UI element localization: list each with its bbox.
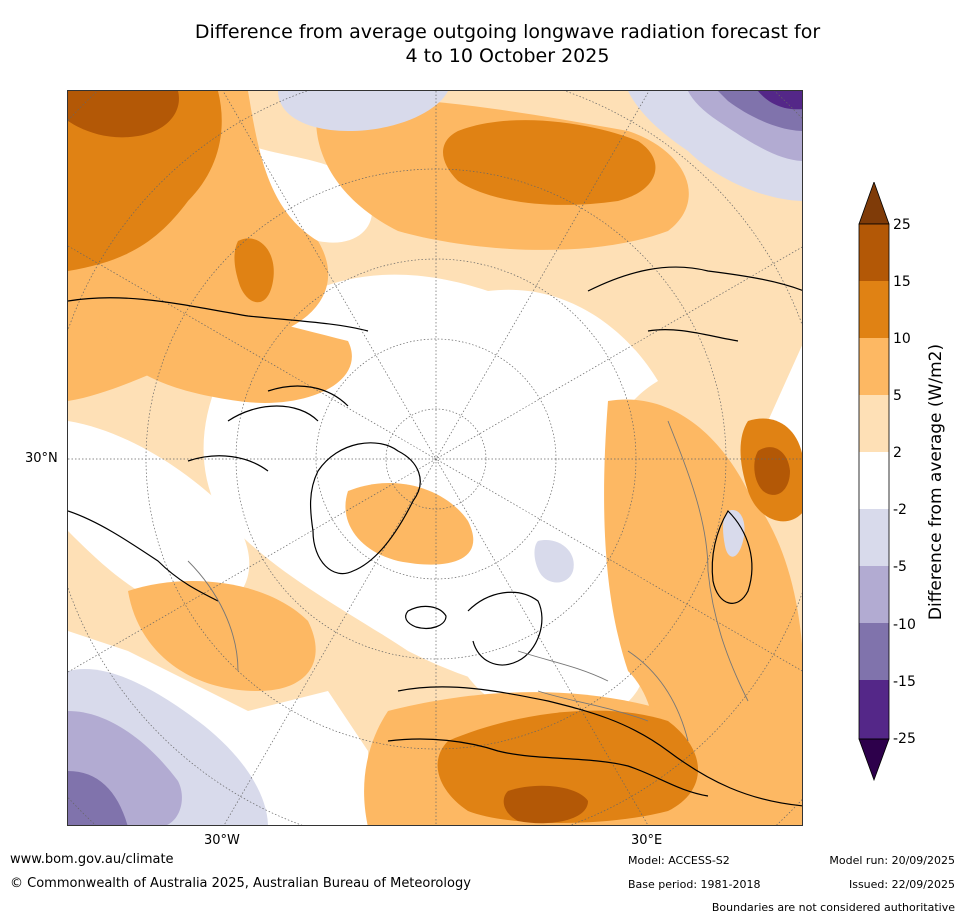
colorbar-tick: 2 <box>893 445 902 461</box>
colorbar-band-m15-m25 <box>859 680 889 739</box>
anomaly-fields <box>68 91 802 825</box>
coastline-asia <box>587 266 802 342</box>
colorbar-tick: 15 <box>893 274 911 290</box>
colorbar-tick: -2 <box>893 502 907 518</box>
coastline-europe <box>397 686 802 807</box>
colorbar-band-10-15 <box>859 281 889 338</box>
colorbar-tick: -10 <box>893 617 916 633</box>
colorbar-band-m5-m10 <box>859 566 889 623</box>
map-svg <box>68 91 802 825</box>
borders <box>187 420 749 742</box>
lat-label-30n: 30°N <box>25 451 58 466</box>
field-m2_m5-europe <box>534 540 574 583</box>
colorbar-tick: 10 <box>893 331 911 347</box>
colorbar-tick: 5 <box>893 388 902 404</box>
colorbar-tick: -15 <box>893 674 916 690</box>
colorbar <box>858 182 890 782</box>
coastline-greenland <box>310 442 421 575</box>
polar-map <box>67 90 803 826</box>
field-b10_15-top <box>443 120 656 205</box>
footer-issued: Issued: 22/09/2025 <box>848 878 955 891</box>
colorbar-band-neutral <box>859 452 889 509</box>
border-b <box>667 420 749 702</box>
field-b15_25-africa <box>503 785 588 824</box>
coastline-canada-archipelago <box>187 385 349 472</box>
colorbar-tick: 25 <box>893 217 911 233</box>
field-neutral-europe <box>448 583 646 723</box>
footer-url[interactable]: www.bom.gov.au/climate <box>10 852 174 867</box>
colorbar-tick: -5 <box>893 559 907 575</box>
coastlines <box>68 266 802 807</box>
border-c <box>187 560 239 672</box>
field-b5_10-greenland <box>345 482 474 565</box>
lon-label-30e: 30°E <box>631 833 663 848</box>
colorbar-band-2-5 <box>859 395 889 452</box>
footer-model: Model: ACCESS-S2 <box>628 854 730 867</box>
colorbar-band-15-25 <box>859 224 889 281</box>
colorbar-frame <box>858 223 890 740</box>
lon-label-30w: 30°W <box>204 833 240 848</box>
footer-base-period: Base period: 1981-2018 <box>628 878 761 891</box>
footer-disclaimer: Boundaries are not considered authoritat… <box>711 901 955 914</box>
field-neutral-west <box>68 421 250 611</box>
colorbar-tick: -25 <box>893 731 916 747</box>
title-line-1: Difference from average outgoing longwav… <box>194 21 821 43</box>
field-m2_m5-asia-sliver <box>723 510 745 557</box>
field-b15_25-topleft <box>68 91 179 138</box>
field-m10_m15-southwest <box>68 771 128 825</box>
field-b10_15-small <box>234 238 274 303</box>
colorbar-band-5-10 <box>859 338 889 395</box>
footer-copyright: © Commonwealth of Australia 2025, Austra… <box>10 876 471 891</box>
border-a <box>517 650 689 742</box>
colorbar-under-triangle <box>858 738 890 782</box>
field-b5_10-pacific <box>98 304 352 403</box>
graticule <box>68 91 802 825</box>
coastline-north-america <box>68 297 369 602</box>
chart-title: Difference from average outgoing longwav… <box>60 20 955 68</box>
field-b15_25-asia <box>754 447 790 495</box>
coastline-caspian <box>711 510 753 604</box>
footer-model-run: Model run: 20/09/2025 <box>829 854 955 867</box>
field-m15_m25-topright <box>758 91 802 110</box>
field-m2_m5-top <box>278 91 448 131</box>
coastline-iceland <box>405 605 447 629</box>
field-b10_15-africa <box>437 710 698 823</box>
coastline-mediterranean <box>387 738 709 797</box>
colorbar-band-m10-m15 <box>859 623 889 680</box>
colorbar-over-triangle <box>858 182 890 225</box>
colorbar-label-text: Difference from average (W/m2) <box>926 343 946 621</box>
field-b5_10-atlantic <box>128 581 316 691</box>
title-line-2: 4 to 10 October 2025 <box>405 45 610 67</box>
coastline-scandinavia <box>467 591 543 666</box>
colorbar-band-m2-m5 <box>859 509 889 566</box>
